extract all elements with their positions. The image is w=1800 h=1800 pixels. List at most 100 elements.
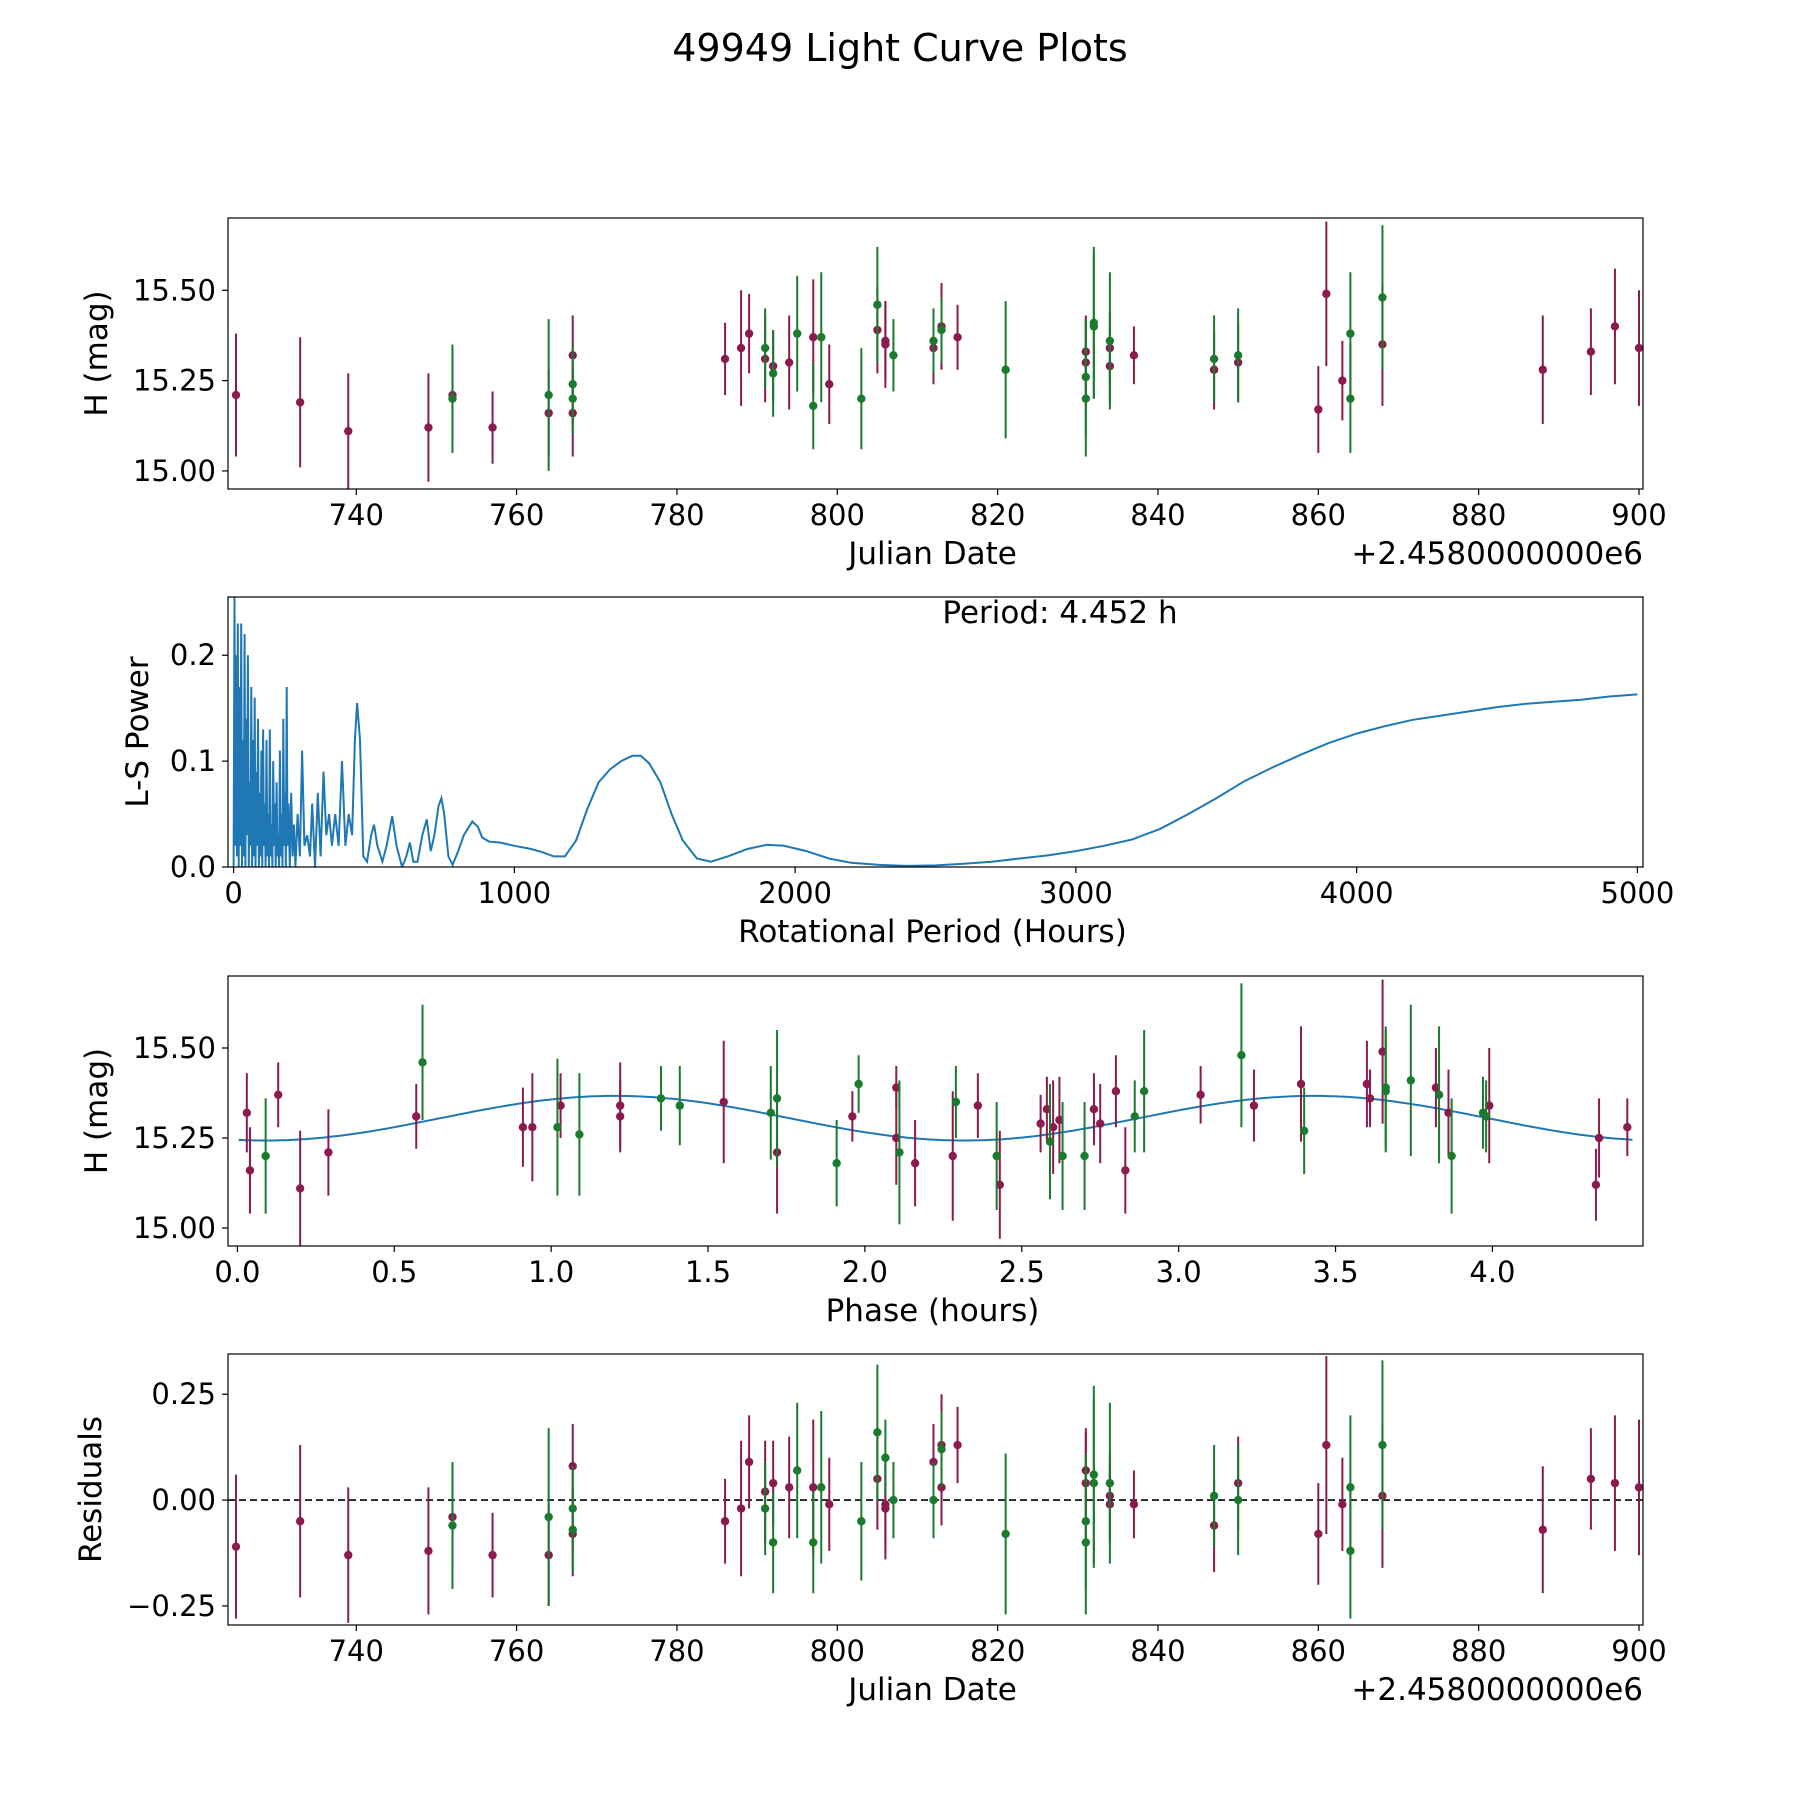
x-tick-label: 2000 [758, 876, 832, 910]
data-point [1594, 1133, 1604, 1143]
data-point [1322, 1440, 1331, 1450]
y-tick-label: 15.50 [133, 273, 216, 307]
data-point [857, 394, 866, 403]
data-point [881, 1453, 890, 1462]
x-axis-label: Julian Date [846, 1672, 1017, 1708]
data-point [1042, 1105, 1052, 1114]
data-point [889, 1495, 898, 1505]
x-tick-label: 3.5 [1312, 1255, 1358, 1289]
x-tick-label: 1.0 [528, 1255, 574, 1289]
data-point [768, 369, 778, 378]
x-tick-label: 3.0 [1156, 1255, 1202, 1289]
data-point [1105, 336, 1115, 346]
y-tick-label: 15.00 [133, 454, 216, 488]
data-point [528, 1123, 537, 1132]
data-point [929, 336, 938, 346]
data-point [1378, 1047, 1387, 1056]
x-tick-label: 3000 [1039, 876, 1113, 910]
x-tick-label: 740 [329, 1634, 384, 1668]
x-tick-label: 820 [970, 498, 1025, 532]
data-point [1610, 322, 1620, 331]
data-point [720, 1517, 730, 1526]
x-axis-label: Julian Date [846, 536, 1017, 572]
data-point [995, 1180, 1005, 1190]
data-point [556, 1101, 565, 1110]
data-point [1378, 293, 1387, 302]
data-point [793, 329, 802, 338]
y-tick-label: 15.25 [133, 364, 216, 398]
x-tick-label: 4.0 [1469, 1255, 1515, 1289]
x-tick-label: 760 [489, 1634, 544, 1668]
x-tick-label: 860 [1291, 1634, 1346, 1668]
data-point [929, 1495, 938, 1505]
y-axis-label: Residuals [73, 1416, 109, 1563]
data-point [344, 426, 353, 436]
x-tick-label: 4000 [1320, 876, 1394, 910]
data-point [544, 1512, 553, 1522]
data-point [720, 354, 730, 364]
data-point [544, 390, 553, 400]
data-point [553, 1123, 562, 1132]
data-point [1080, 1151, 1089, 1161]
data-point [1322, 289, 1331, 299]
data-point [1089, 322, 1099, 331]
data-point [1346, 1546, 1355, 1556]
data-point [518, 1123, 528, 1132]
data-point [656, 1094, 666, 1103]
x-tick-label: 840 [1130, 498, 1185, 532]
x-tick-label: 780 [649, 498, 704, 532]
phased-plot-area [238, 979, 1633, 1246]
data-point [1055, 1115, 1064, 1125]
data-point [937, 1445, 946, 1454]
data-point [817, 333, 826, 342]
y-axis-label: H (mag) [79, 1048, 115, 1174]
data-point [295, 398, 305, 407]
data-point [1121, 1166, 1130, 1175]
data-point [948, 1151, 957, 1161]
data-point [1346, 329, 1355, 338]
data-point [892, 1133, 901, 1143]
data-point [881, 340, 890, 349]
periodogram-frame [227, 596, 1644, 868]
data-point [344, 1550, 353, 1560]
data-point [857, 1517, 866, 1526]
x-tick-label: 880 [1451, 498, 1506, 532]
data-point [744, 1457, 754, 1467]
data-point [873, 300, 882, 309]
data-point [873, 1428, 882, 1437]
data-point [1081, 394, 1091, 403]
data-point [324, 1148, 333, 1157]
data-point [242, 1108, 252, 1118]
x-tick-label: 800 [810, 498, 865, 532]
data-point [1089, 1105, 1099, 1114]
data-point [1346, 394, 1355, 403]
data-point [1111, 1087, 1121, 1096]
data-point [784, 1483, 794, 1492]
data-point [854, 1079, 863, 1089]
data-point [295, 1184, 305, 1193]
data-point [488, 423, 497, 432]
data-point [809, 1483, 818, 1492]
x-tick-label: 0.0 [214, 1255, 260, 1289]
data-point [1365, 1094, 1375, 1103]
residuals-panel: 740 760 780 800 820 840 860 880 900 −0.25 0.00 0.25… [73, 1353, 1667, 1708]
y-axis-label: L-S Power [120, 656, 156, 807]
data-point [910, 1159, 920, 1168]
data-point [1338, 1500, 1347, 1509]
x-offset-label: +2.4580000000e6 [1351, 1672, 1643, 1708]
data-point [1096, 1119, 1105, 1128]
y-tick-label: 0.00 [151, 1483, 216, 1517]
x-axis-label: Phase (hours) [826, 1293, 1040, 1329]
data-point [825, 1500, 834, 1509]
data-point [1045, 1137, 1055, 1146]
data-point [1001, 365, 1010, 374]
x-tick-label: 880 [1451, 1634, 1506, 1668]
data-point [615, 1112, 625, 1121]
data-point [575, 1130, 584, 1139]
data-point [1209, 354, 1219, 364]
data-point [1591, 1180, 1601, 1190]
data-point [1105, 1478, 1115, 1488]
phased-panel: 0.0 0.5 1.0 1.5 2.0 2.5 3.0 3.5 4.0 15.00 15.25 15.… [79, 975, 1644, 1329]
data-point [1434, 1090, 1444, 1100]
